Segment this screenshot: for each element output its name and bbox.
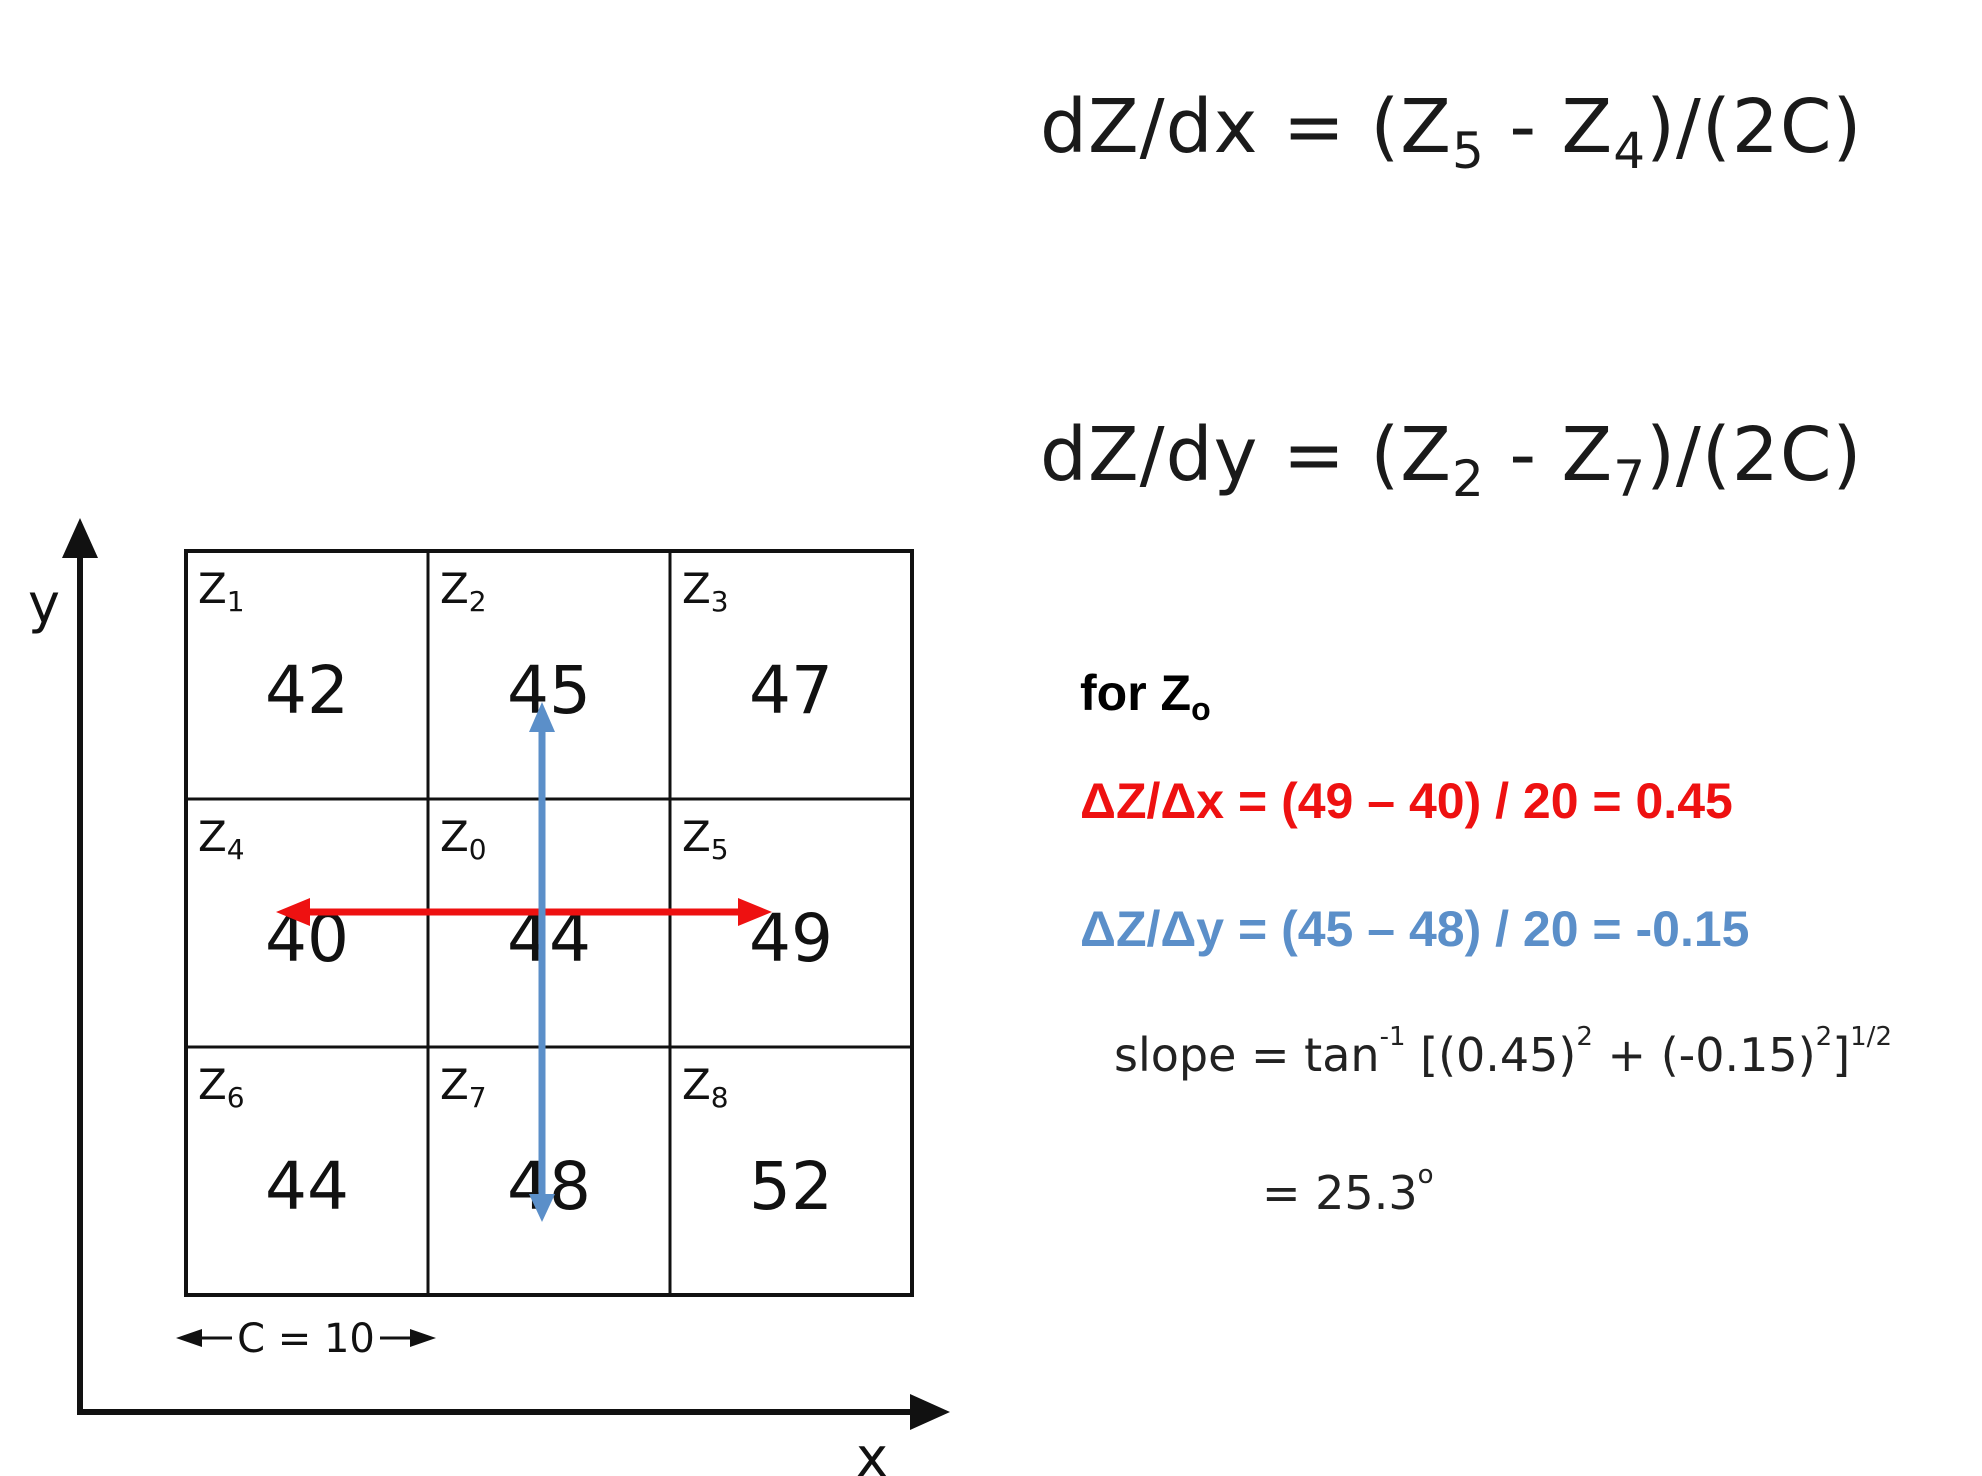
dzdx-formula: dZ/dx = (Z5 - Z4)/(2C) (1040, 84, 1863, 180)
dzdy-formula: dZ/dy = (Z2 - Z7)/(2C) (1040, 412, 1863, 508)
cell-spacing-label: C = 10 (237, 1316, 375, 1362)
y-axis-arrowhead (62, 518, 98, 558)
y-axis-label: y (28, 572, 60, 635)
spacing-arrowhead-right (410, 1329, 436, 1347)
cell-label-z8: Z8 (682, 1060, 729, 1114)
cell-label-z3: Z3 (682, 564, 729, 618)
x-difference-arrowhead-right (738, 898, 772, 926)
y-difference-arrowhead-bottom (529, 1194, 555, 1222)
x-difference-arrowhead-left (276, 898, 310, 926)
cell-value-z1: 42 (265, 652, 349, 729)
cell-label-z2: Z2 (440, 564, 487, 618)
cell-label-z5: Z5 (682, 812, 729, 866)
y-difference-arrowhead-top (529, 702, 555, 732)
slope-result: = 25.3o (1262, 1160, 1434, 1220)
cell-label-z4: Z4 (198, 812, 245, 866)
for-z0-label: for Zo (1080, 665, 1211, 727)
cell-label-z0: Z0 (440, 812, 487, 866)
cell-label-z6: Z6 (198, 1060, 245, 1114)
cell-label-z7: Z7 (440, 1060, 487, 1114)
dzdx-calculation: ΔZ/Δx = (49 – 40) / 20 = 0.45 (1080, 773, 1733, 829)
cell-value-z2: 45 (507, 652, 591, 729)
cell-value-z6: 44 (265, 1148, 349, 1225)
x-axis-label: x (856, 1426, 888, 1476)
spacing-arrowhead-left (176, 1329, 202, 1347)
grid-border (184, 549, 914, 1297)
cell-value-z7: 48 (507, 1148, 591, 1225)
cell-label-z1: Z1 (198, 564, 245, 618)
cell-value-z8: 52 (749, 1148, 833, 1225)
cell-value-z3: 47 (749, 652, 833, 729)
dzdy-calculation: ΔZ/Δy = (45 – 48) / 20 = -0.15 (1080, 901, 1750, 957)
x-axis-arrowhead (910, 1394, 950, 1430)
slope-formula: slope = tan-1 [(0.45)2 + (-0.15)2]1/2 (1114, 1022, 1892, 1082)
